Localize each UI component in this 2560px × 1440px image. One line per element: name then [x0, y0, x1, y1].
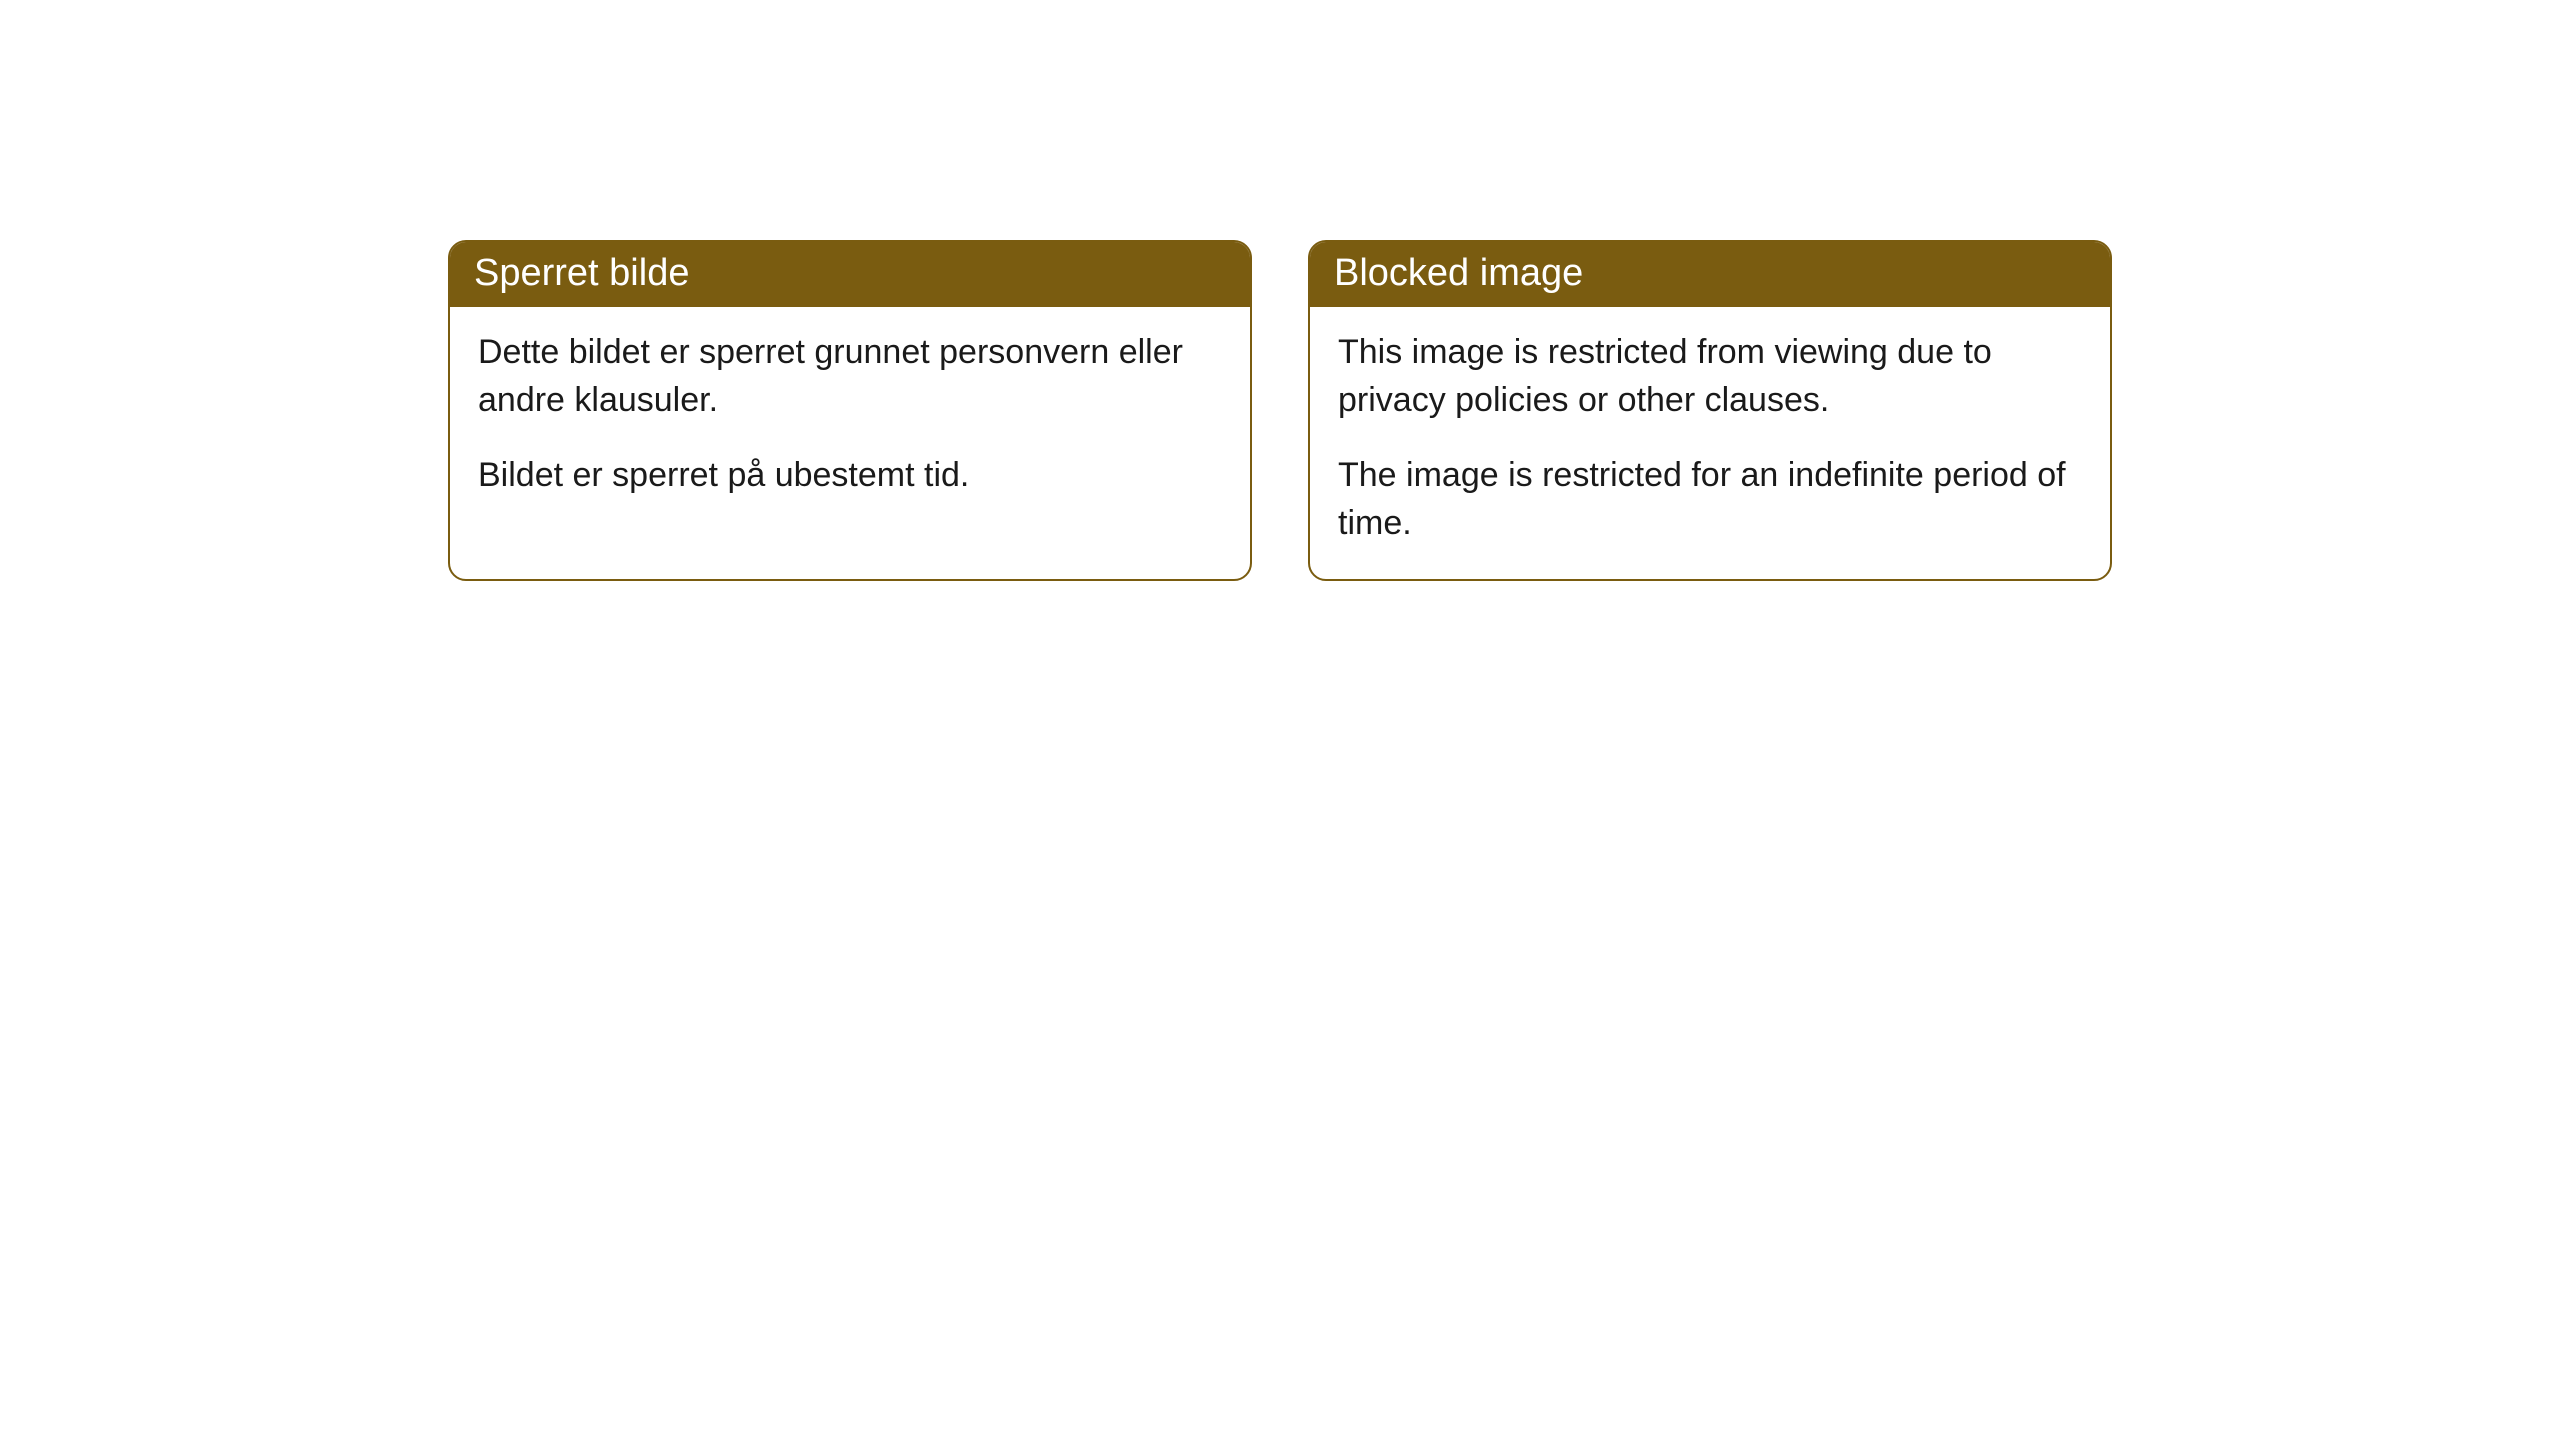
card-body-english: This image is restricted from viewing du…: [1310, 307, 2110, 579]
card-text-paragraph-1: Dette bildet er sperret grunnet personve…: [478, 329, 1222, 424]
card-body-norwegian: Dette bildet er sperret grunnet personve…: [450, 307, 1250, 532]
card-english: Blocked image This image is restricted f…: [1308, 240, 2112, 581]
card-header-english: Blocked image: [1310, 242, 2110, 307]
card-header-norwegian: Sperret bilde: [450, 242, 1250, 307]
card-text-paragraph-1: This image is restricted from viewing du…: [1338, 329, 2082, 424]
cards-container: Sperret bilde Dette bildet er sperret gr…: [448, 240, 2112, 581]
card-norwegian: Sperret bilde Dette bildet er sperret gr…: [448, 240, 1252, 581]
card-text-paragraph-2: The image is restricted for an indefinit…: [1338, 452, 2082, 547]
card-text-paragraph-2: Bildet er sperret på ubestemt tid.: [478, 452, 1222, 500]
